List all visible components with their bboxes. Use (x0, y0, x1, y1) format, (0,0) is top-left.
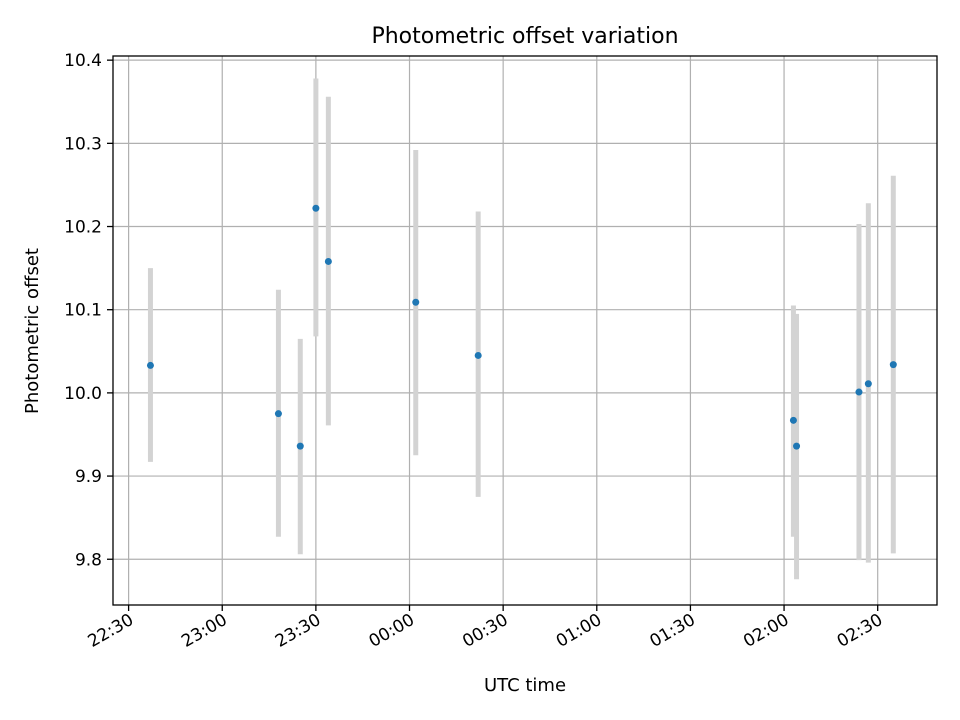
y-tick-label: 10.1 (64, 301, 102, 321)
x-tick-label: 01:30 (646, 610, 698, 652)
data-point (474, 351, 482, 359)
data-point (412, 298, 420, 306)
x-axis-ticks: 22:30 23:00 23:30 00:00 00:30 01:00 01:30 02:00… (85, 605, 886, 652)
x-tick-label: 23:30 (272, 610, 324, 652)
y-tick-label: 9.8 (75, 550, 102, 570)
data-point (324, 257, 332, 265)
plot-frame (112, 55, 938, 606)
y-axis-ticks: 9.8 9.9 10.0 10.1 10.2 10.3 10.4 (64, 51, 113, 570)
x-axis-label: UTC time (484, 675, 566, 696)
error-bars (147, 78, 896, 580)
grid-lines (113, 56, 937, 605)
y-tick-label: 10.4 (64, 51, 102, 71)
data-point (789, 416, 797, 424)
chart-title: Photometric offset variation (371, 24, 678, 49)
y-tick-label: 10.3 (64, 134, 102, 154)
x-tick-label: 02:00 (740, 610, 792, 652)
data-point (864, 380, 872, 388)
data-point (855, 388, 863, 396)
data-point (296, 442, 304, 450)
data-point (274, 410, 282, 418)
x-tick-label: 23:00 (178, 610, 230, 652)
x-tick-label: 00:00 (366, 610, 418, 652)
y-axis-label: Photometric offset (22, 248, 43, 414)
x-tick-label: 00:30 (459, 610, 511, 652)
x-tick-label: 01:00 (553, 610, 605, 652)
data-point (793, 442, 801, 450)
x-tick-label: 22:30 (85, 610, 137, 652)
data-point (146, 361, 154, 369)
y-tick-label: 10.0 (64, 384, 102, 404)
data-point (312, 204, 320, 212)
y-tick-label: 10.2 (64, 218, 102, 238)
y-tick-label: 9.9 (75, 467, 102, 487)
x-tick-label: 02:30 (834, 610, 886, 652)
data-point (889, 361, 897, 369)
data-points (146, 204, 897, 450)
